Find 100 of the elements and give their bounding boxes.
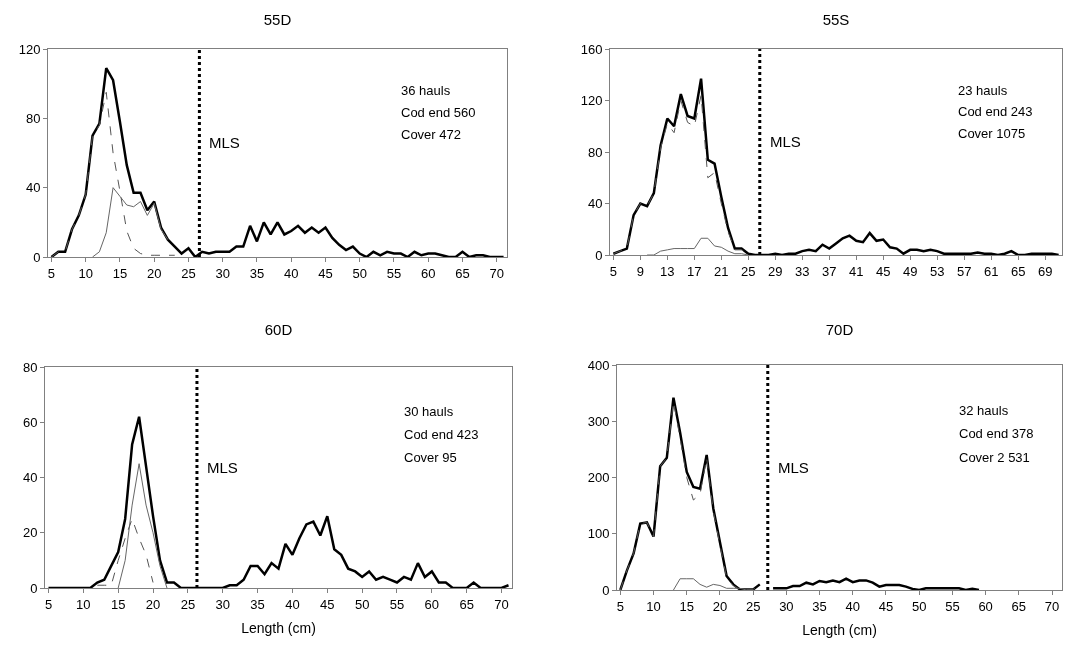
x-tick-label: 50 — [352, 265, 367, 281]
x-tick-label: 37 — [822, 263, 837, 279]
y-tick-label: 0 — [595, 247, 603, 263]
annotation: Cover 1075 — [958, 126, 1026, 141]
x-tick-label: 65 — [1010, 263, 1026, 279]
x-tick-label: 13 — [660, 263, 675, 279]
x-tick-label: 50 — [354, 596, 370, 612]
x-tick-label: 70 — [494, 596, 509, 612]
annotation: Cover 472 — [401, 127, 461, 142]
annotation: 36 hauls — [401, 83, 451, 98]
annotation: Cod end 560 — [401, 105, 476, 120]
x-tick-label: 35 — [250, 596, 265, 612]
annotation: 23 hauls — [958, 83, 1008, 98]
annotation: Cod end 378 — [959, 426, 1034, 441]
y-tick-label: 100 — [587, 526, 610, 542]
chart-title: 55S — [822, 10, 850, 28]
ref-line-label: MLS — [207, 459, 238, 476]
y-tick-label: 120 — [18, 41, 41, 57]
x-tick-label: 29 — [768, 263, 783, 279]
y-tick-label: 40 — [587, 196, 603, 212]
y-tick-label: 80 — [22, 359, 38, 375]
x-tick-label: 15 — [679, 598, 694, 614]
x-tick-label: 60 — [420, 265, 436, 281]
x-tick-label: 5 — [44, 596, 53, 612]
x-tick-label: 60 — [978, 598, 993, 614]
x-tick-label: 35 — [812, 598, 827, 614]
x-tick-label: 69 — [1037, 263, 1053, 279]
ref-line-label: MLS — [770, 133, 801, 150]
y-tick-label: 0 — [30, 580, 38, 596]
annotation: 32 hauls — [959, 403, 1009, 418]
x-tick-label: 10 — [78, 265, 93, 281]
annotation: 30 hauls — [404, 404, 454, 419]
x-tick-label: 65 — [455, 265, 470, 281]
x-tick-label: 20 — [146, 265, 162, 281]
x-axis-title: Length (cm) — [241, 619, 316, 636]
y-tick-label: 80 — [25, 110, 41, 126]
annotation: Cover 2 531 — [959, 450, 1030, 465]
x-tick-label: 53 — [929, 263, 945, 279]
x-tick-label: 30 — [215, 265, 230, 281]
x-tick-label: 41 — [849, 263, 864, 279]
ref-line-label: MLS — [778, 459, 809, 476]
x-tick-label: 45 — [875, 263, 891, 279]
x-tick-label: 10 — [76, 596, 91, 612]
x-tick-label: 25 — [180, 596, 196, 612]
x-tick-label: 40 — [283, 265, 299, 281]
x-tick-label: 21 — [714, 263, 729, 279]
x-tick-label: 5 — [47, 265, 56, 281]
x-tick-label: 55 — [389, 596, 405, 612]
annotation: Cod end 243 — [958, 104, 1033, 119]
y-tick-label: 60 — [22, 414, 38, 430]
x-tick-label: 50 — [911, 598, 927, 614]
x-tick-label: 15 — [110, 596, 126, 612]
x-tick-label: 61 — [983, 263, 999, 279]
x-tick-label: 10 — [646, 598, 661, 614]
x-tick-label: 45 — [318, 265, 333, 281]
x-tick-label: 70 — [489, 265, 504, 281]
x-tick-label: 15 — [112, 265, 128, 281]
chart-title: 60D — [264, 320, 293, 338]
chart-title: 70D — [825, 320, 854, 338]
y-tick-label: 40 — [22, 470, 38, 486]
x-tick-label: 60 — [424, 596, 440, 612]
y-tick-label: 0 — [602, 582, 610, 598]
x-tick-label: 9 — [636, 263, 644, 279]
x-tick-label: 65 — [459, 596, 474, 612]
x-tick-label: 20 — [712, 598, 728, 614]
y-tick-label: 80 — [587, 144, 603, 160]
x-tick-label: 55 — [386, 265, 402, 281]
ref-line-label: MLS — [209, 134, 240, 151]
x-tick-label: 55 — [945, 598, 960, 614]
y-tick-label: 300 — [587, 413, 610, 429]
y-tick-label: 160 — [580, 41, 603, 57]
y-tick-label: 120 — [580, 93, 603, 109]
x-tick-label: 70 — [1044, 598, 1060, 614]
chart-title: 55D — [263, 10, 292, 28]
x-tick-label: 35 — [249, 265, 265, 281]
y-tick-label: 400 — [587, 357, 610, 373]
x-tick-label: 65 — [1011, 598, 1027, 614]
y-tick-label: 20 — [22, 525, 38, 541]
x-tick-label: 20 — [145, 596, 161, 612]
x-tick-label: 49 — [902, 263, 918, 279]
x-tick-label: 45 — [878, 598, 894, 614]
x-tick-label: 40 — [285, 596, 300, 612]
x-tick-label: 57 — [956, 263, 972, 279]
x-tick-label: 25 — [741, 263, 756, 279]
x-tick-label: 45 — [320, 596, 335, 612]
annotation: Cod end 423 — [404, 427, 479, 442]
x-tick-label: 25 — [745, 598, 761, 614]
x-tick-label: 25 — [181, 265, 196, 281]
x-tick-label: 40 — [845, 598, 861, 614]
annotation: Cover 95 — [404, 450, 457, 465]
x-tick-label: 17 — [687, 263, 702, 279]
x-axis-title: Length (cm) — [802, 621, 877, 638]
x-tick-label: 30 — [779, 598, 794, 614]
y-tick-label: 0 — [33, 249, 41, 265]
x-tick-label: 30 — [215, 596, 230, 612]
x-tick-label: 5 — [616, 598, 624, 614]
y-tick-label: 40 — [25, 180, 41, 196]
x-tick-label: 33 — [795, 263, 810, 279]
y-tick-label: 200 — [587, 470, 610, 486]
x-tick-label: 5 — [609, 263, 617, 279]
